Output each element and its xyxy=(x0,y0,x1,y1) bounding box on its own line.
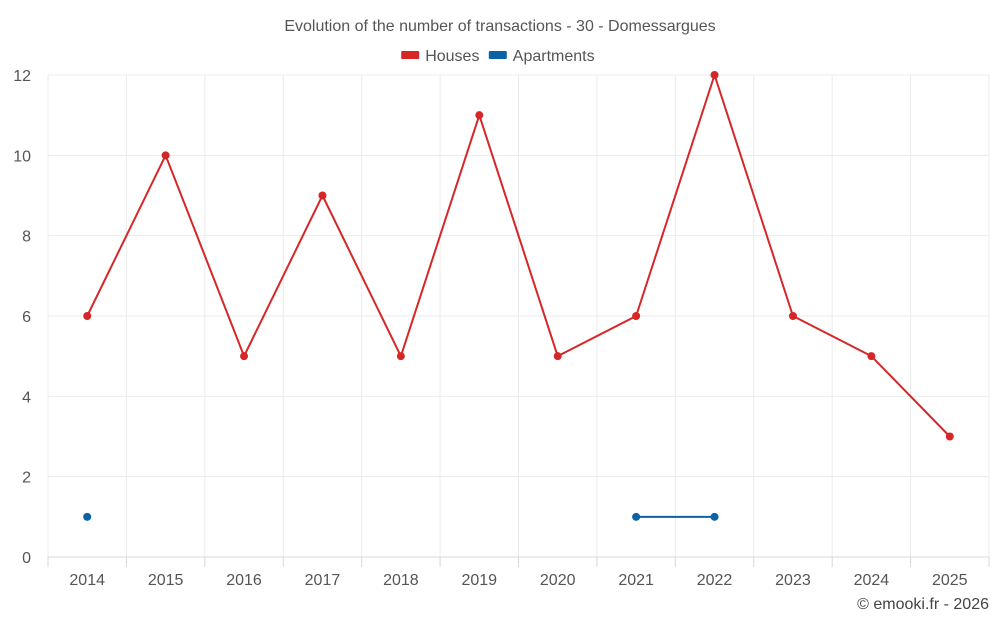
legend-swatch xyxy=(401,51,420,59)
houses-point-2015[interactable] xyxy=(161,151,170,160)
legend-label: Houses xyxy=(425,48,479,65)
series-houses xyxy=(83,71,954,441)
houses-point-2014[interactable] xyxy=(83,312,92,320)
houses-point-2020[interactable] xyxy=(553,352,562,361)
houses-line xyxy=(86,74,951,438)
legend-item-houses[interactable]: Houses xyxy=(401,48,479,65)
x-tick-label: 2021 xyxy=(618,572,654,589)
legend-label: Apartments xyxy=(513,48,595,65)
chart-title: Evolution of the number of transactions … xyxy=(284,18,715,35)
chart-credit: © emooki.fr - 2026 xyxy=(857,596,989,613)
x-tick-label: 2014 xyxy=(69,572,105,589)
x-tick-label: 2022 xyxy=(697,572,733,589)
x-tick-label: 2023 xyxy=(775,572,811,589)
x-tick-label: 2017 xyxy=(305,572,341,589)
legend-swatch xyxy=(488,51,507,59)
x-tick-label: 2020 xyxy=(540,572,576,589)
y-tick-label: 2 xyxy=(22,470,31,487)
x-tick-label: 2025 xyxy=(932,572,968,589)
houses-point-2016[interactable] xyxy=(240,352,249,361)
houses-point-2021[interactable] xyxy=(632,312,641,320)
series-area xyxy=(83,71,954,521)
axes: 0 2 4 6 8 10 12 2014 2015 2016 2017 2018 2019 2020 202… xyxy=(13,68,990,589)
apartments-point-2022[interactable] xyxy=(710,512,719,521)
y-tick-label: 12 xyxy=(13,68,31,85)
houses-point-2024[interactable] xyxy=(867,352,876,361)
apartments-point-2021[interactable] xyxy=(632,512,641,521)
y-tick-label: 4 xyxy=(22,389,31,406)
y-tick-label: 0 xyxy=(22,550,31,567)
houses-point-2019[interactable] xyxy=(475,111,484,120)
legend[interactable]: Houses Apartments xyxy=(401,48,595,65)
houses-point-2018[interactable] xyxy=(396,352,405,361)
x-tick-label: 2019 xyxy=(461,572,497,589)
houses-point-2017[interactable] xyxy=(318,191,327,200)
y-tick-label: 6 xyxy=(22,309,31,326)
y-tick-label: 10 xyxy=(13,148,31,165)
series-apartments xyxy=(83,512,719,521)
houses-point-2022[interactable] xyxy=(710,71,719,79)
x-tick-label: 2024 xyxy=(854,572,890,589)
x-tick-label: 2018 xyxy=(383,572,419,589)
houses-point-2025[interactable] xyxy=(945,432,954,441)
x-tick-label: 2015 xyxy=(148,572,184,589)
grid xyxy=(47,74,990,557)
houses-point-2023[interactable] xyxy=(788,312,797,320)
x-tick-label: 2016 xyxy=(226,572,262,589)
apartments-point-2014[interactable] xyxy=(83,512,92,521)
y-tick-label: 8 xyxy=(22,229,31,246)
legend-item-apartments[interactable]: Apartments xyxy=(488,48,595,65)
